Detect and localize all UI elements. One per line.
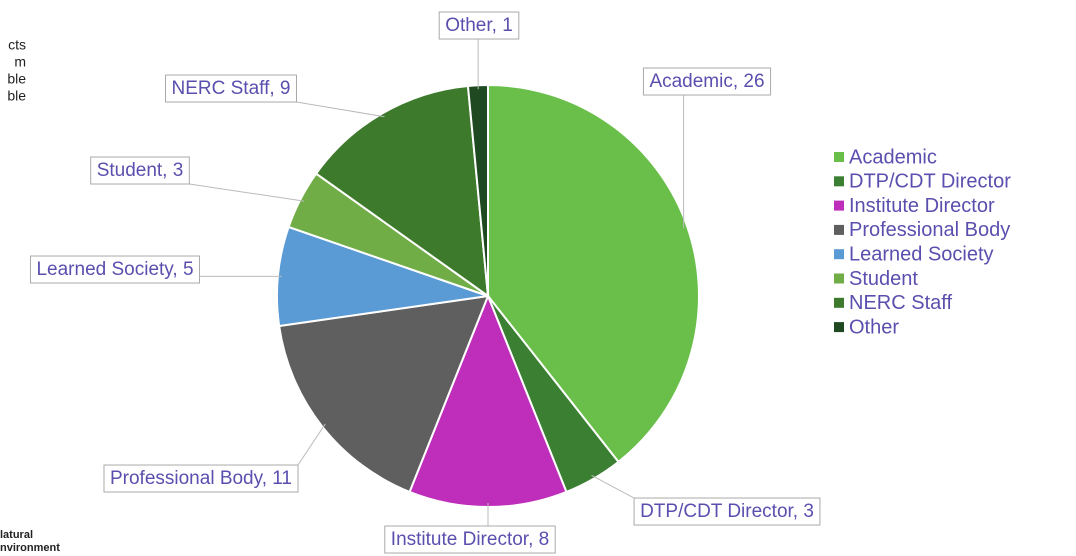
clipped-text: ble <box>7 71 26 87</box>
clipped-text: cts <box>8 37 26 53</box>
data-label-box <box>90 156 190 185</box>
leader-lines <box>189 39 685 527</box>
pie-slice <box>487 83 700 464</box>
logo-text: nvironment <box>0 542 60 554</box>
pie-slice <box>278 294 490 494</box>
legend-label: Learned Society <box>849 243 994 265</box>
legend-label: Student <box>849 268 918 290</box>
legend-label: Institute Director <box>849 195 995 217</box>
data-label-box <box>165 74 297 103</box>
clipped-text: ble <box>7 88 26 104</box>
legend-label: NERC Staff <box>849 292 952 314</box>
legend-swatch <box>834 322 844 333</box>
legend-label: Professional Body <box>849 219 1010 241</box>
data-label: DTP/CDT Director, 3 <box>640 501 814 522</box>
legend-swatch <box>834 200 844 211</box>
leader-line <box>189 183 305 202</box>
data-label-box <box>384 525 556 554</box>
pie-slice <box>314 84 490 299</box>
leader-line <box>297 423 326 466</box>
data-labels: Academic, 26 DTP/CDT Director, 3 Institute… <box>29 11 821 554</box>
data-label: Institute Director, 8 <box>391 529 549 550</box>
legend-swatch <box>834 273 844 284</box>
data-label-box <box>103 464 299 493</box>
legend-swatch <box>834 152 844 162</box>
legend-swatch <box>834 224 844 235</box>
data-label: Learned Society, 5 <box>36 259 193 280</box>
legend-label: Academic <box>849 146 937 168</box>
data-label: NERC Staff, 9 <box>172 78 291 99</box>
data-label: Academic, 26 <box>649 71 764 92</box>
leader-line <box>296 101 385 118</box>
data-label: Student, 3 <box>97 160 184 181</box>
legend-swatch <box>834 249 844 260</box>
leader-line <box>591 474 635 499</box>
logo-text: latural <box>0 529 33 541</box>
legend-label: Other <box>849 316 899 338</box>
legend-swatch <box>834 297 844 308</box>
legend-label: DTP/CDT Director <box>849 171 1011 193</box>
data-label-box <box>438 11 520 40</box>
data-label: Other, 1 <box>445 15 513 36</box>
data-label-box <box>29 255 201 284</box>
legend-swatch <box>834 176 844 187</box>
data-label-box <box>633 497 821 526</box>
data-label-box <box>642 67 772 96</box>
clipped-text: m <box>14 54 26 70</box>
data-label: Professional Body, 11 <box>110 468 292 489</box>
